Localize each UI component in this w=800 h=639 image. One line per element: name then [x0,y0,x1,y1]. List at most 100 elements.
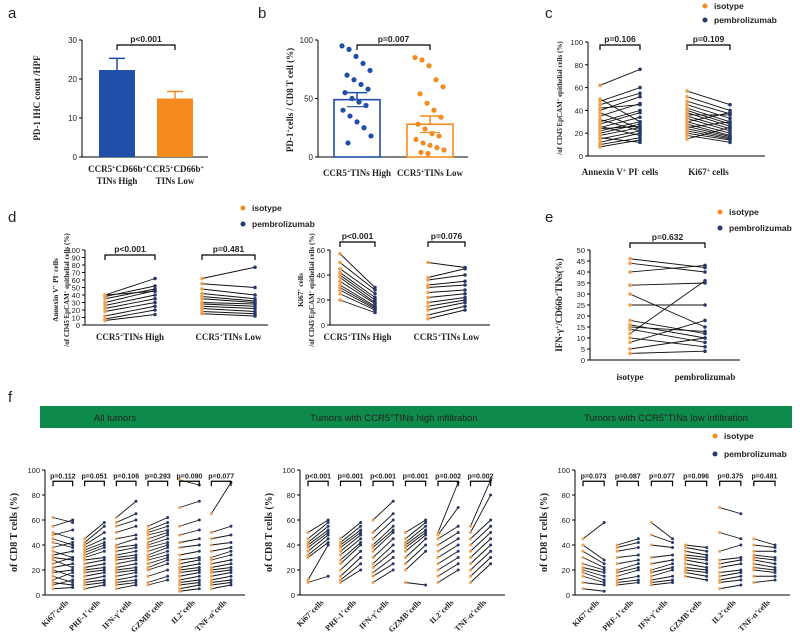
paired-line [307,522,329,540]
point-isotype [209,578,213,582]
point-isotype [200,276,204,281]
point-isotype [339,537,342,541]
significance-bracket [210,480,232,487]
paired-line [52,529,73,536]
point-isotype [114,543,118,547]
point-pembrolizumab [166,558,170,562]
point-isotype [83,578,87,582]
paired-line [116,547,137,552]
point-isotype [103,293,107,297]
p-value-label: p=0.481 [213,244,245,254]
x-category-label: IFN-γ+cells [100,598,133,631]
panel-title: All tumors [94,413,136,424]
legend-marker-pembrolizumab [240,221,246,227]
point-pembrolizumab [102,531,106,534]
point-isotype [598,97,602,101]
point-pembrolizumab [638,124,642,129]
paired-line [147,542,168,548]
superscript: + [339,609,345,615]
p-value-label: p=0.096 [683,473,709,480]
point-isotype [209,558,213,562]
point-isotype [146,543,150,547]
paired-line [104,305,156,317]
point-pembrolizumab [602,562,606,566]
point-pembrolizumab [166,546,170,549]
point-pembrolizumab [456,524,460,528]
x-category-label: isotype [617,372,644,382]
text-part: TINs High [350,168,391,178]
point-isotype [598,145,602,149]
data-point [347,113,353,119]
significance-bracket [437,480,459,487]
text-part: p=0.087 [615,473,641,480]
data-point [436,133,442,139]
superscript: + [178,609,184,615]
point-pembrolizumab [703,345,707,349]
x-category-label: Annexin V+ PI- cells [582,167,659,177]
p-value-label: p<0.001 [114,244,146,254]
text-part: p=0.090 [177,473,203,480]
point-pembrolizumab [739,543,743,547]
point-pembrolizumab [229,571,233,574]
superscript: + [112,165,116,171]
x-category-label: GZMB+cells [387,598,423,634]
point-isotype [209,571,213,574]
paired-line [340,557,361,577]
point-isotype [338,283,342,287]
text-part: TINs Low [424,168,463,178]
p-value-label: p=0.293 [145,473,171,480]
point-isotype [103,314,107,318]
paired-line [147,557,168,565]
text-part: PI [626,167,638,177]
point-isotype [306,556,310,559]
data-point [345,140,351,146]
paired-line [470,563,491,583]
superscript: - [308,318,313,320]
y-tick-label: 80 [72,261,80,270]
point-isotype [615,578,619,582]
point-isotype [598,117,602,122]
point-isotype [426,295,430,300]
p-value-label: p<0.001 [342,231,374,241]
paired-line [52,572,73,581]
text-part: p=0.632 [652,232,684,242]
point-pembrolizumab [773,578,777,582]
paired-line [201,303,256,307]
point-isotype [436,537,440,541]
point-pembrolizumab [489,562,493,566]
point-isotype [209,587,213,591]
p-value-label: p=0.090 [177,473,203,480]
text-part: isotype [724,431,754,441]
point-isotype [103,306,107,311]
paired-line [104,285,156,297]
point-isotype [51,574,55,578]
x-category-label: TNF-α+cells [193,598,228,633]
paired-line [685,563,707,568]
point-isotype [209,568,213,572]
data-point [419,57,425,63]
point-isotype [338,266,342,271]
point-isotype [426,278,430,282]
point-pembrolizumab [373,298,377,302]
point-isotype [404,562,407,566]
point-pembrolizumab [391,524,395,528]
point-pembrolizumab [102,574,106,578]
paired-line [719,507,741,515]
text-part: PD-1 IHC count /HPF [32,55,42,141]
point-pembrolizumab [153,296,157,301]
point-pembrolizumab [705,558,709,562]
point-isotype [114,587,118,591]
x-category-label: GZMB+cells [129,598,165,634]
paired-line [340,538,361,556]
point-pembrolizumab [671,537,675,541]
text-part: of CD8 T cells (%) [264,493,275,572]
point-isotype [51,533,55,537]
significance-bracket [469,480,492,487]
point-isotype [615,549,619,553]
point-pembrolizumab [728,120,732,124]
superscript: + [623,168,627,174]
superscript: + [297,288,302,291]
superscript: + [347,333,351,339]
paired-line [617,542,639,548]
point-isotype [83,551,87,554]
